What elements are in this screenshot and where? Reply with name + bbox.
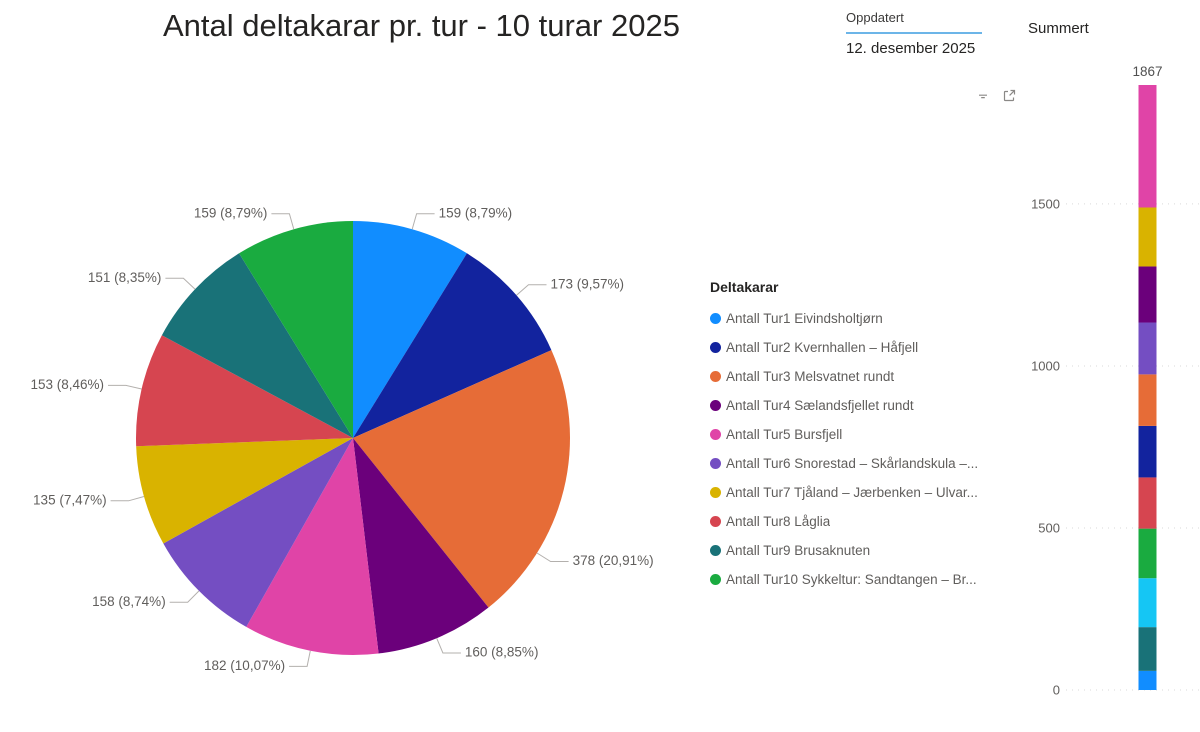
bar-segment-8[interactable] bbox=[1138, 322, 1157, 375]
legend-item-tur9[interactable]: Antall Tur9 Brusaknuten bbox=[710, 536, 1020, 565]
label-leader-line bbox=[108, 384, 142, 390]
pie-slice-tur6[interactable] bbox=[163, 438, 353, 627]
legend-item-label: Antall Tur8 Låglia bbox=[726, 514, 831, 529]
bar-segment-1[interactable] bbox=[1138, 670, 1157, 690]
focus-mode-icon[interactable] bbox=[1001, 88, 1017, 104]
bar-segment-3[interactable] bbox=[1138, 578, 1157, 628]
label-leader-line bbox=[436, 638, 461, 654]
legend-swatch bbox=[710, 487, 721, 498]
label-leader-line bbox=[169, 590, 200, 603]
bar-chart-title: Summert bbox=[1028, 20, 1089, 37]
pie-slice-tur7[interactable] bbox=[136, 438, 353, 544]
bar-segment-10[interactable] bbox=[1138, 207, 1157, 267]
pie-slice-tur1[interactable] bbox=[353, 221, 467, 438]
legend-item-label: Antall Tur7 Tjåland – Jærbenken – Ulvar.… bbox=[726, 485, 978, 500]
pie-data-label: 160 (8,85%) bbox=[465, 645, 539, 660]
bar-segment-4[interactable] bbox=[1138, 528, 1157, 579]
legend-swatch bbox=[710, 371, 721, 382]
pie-slice-tur8[interactable] bbox=[136, 335, 353, 447]
pie-data-label: 173 (9,57%) bbox=[551, 276, 625, 291]
legend-title: Deltakarar bbox=[710, 279, 779, 295]
pie-slice-tur4[interactable] bbox=[353, 438, 489, 654]
legend-item-label: Antall Tur1 Eivindsholtjørn bbox=[726, 311, 883, 326]
label-leader-line bbox=[110, 496, 145, 502]
label-leader-line bbox=[165, 277, 196, 290]
legend-item-label: Antall Tur3 Melsvatnet rundt bbox=[726, 369, 895, 384]
legend-item-label: Antall Tur2 Kvernhallen – Håfjell bbox=[726, 340, 919, 355]
label-leader-line bbox=[271, 213, 295, 230]
pie-data-label: 159 (8,79%) bbox=[439, 205, 513, 220]
bar-segment-2[interactable] bbox=[1138, 627, 1157, 671]
bar-segment-6[interactable] bbox=[1138, 425, 1157, 478]
legend-swatch bbox=[710, 458, 721, 469]
legend-item-tur5[interactable]: Antall Tur5 Bursfjell bbox=[710, 420, 1020, 449]
filter-icon[interactable] bbox=[975, 88, 991, 104]
pie-slice-tur9[interactable] bbox=[161, 253, 353, 438]
updated-card-value: 12. desember 2025 bbox=[846, 40, 976, 57]
pie-data-label: 151 (8,35%) bbox=[88, 270, 162, 285]
pie-slice-tur2[interactable] bbox=[353, 253, 552, 438]
legend-swatch bbox=[710, 516, 721, 527]
pie-legend: Deltakarar Antall Tur1 Eivindsholtjørn An… bbox=[710, 279, 1020, 594]
pie-data-label: 135 (7,47%) bbox=[33, 492, 107, 507]
legend-item-label: Antall Tur4 Sælandsfjellet rundt bbox=[726, 398, 914, 413]
legend-item-tur3[interactable]: Antall Tur3 Melsvatnet rundt bbox=[710, 362, 1020, 391]
pie-data-label: 378 (20,91%) bbox=[573, 553, 654, 568]
legend-item-tur4[interactable]: Antall Tur4 Sælandsfjellet rundt bbox=[710, 391, 1020, 420]
label-leader-line bbox=[516, 284, 547, 296]
label-leader-line bbox=[289, 650, 311, 667]
bar-segment-7[interactable] bbox=[1138, 374, 1157, 426]
legend-item-label: Antall Tur5 Bursfjell bbox=[726, 427, 843, 442]
legend-swatch bbox=[710, 545, 721, 556]
legend-item-tur6[interactable]: Antall Tur6 Snorestad – Skårlandskula –.… bbox=[710, 449, 1020, 478]
legend-item-label: Antall Tur10 Sykkeltur: Sandtangen – Br.… bbox=[726, 572, 977, 587]
legend-swatch bbox=[710, 313, 721, 324]
pie-data-label: 159 (8,79%) bbox=[194, 205, 268, 220]
bar-segment-5[interactable] bbox=[1138, 477, 1157, 529]
label-leader-line bbox=[536, 552, 569, 562]
legend-swatch bbox=[710, 574, 721, 585]
legend-item-tur8[interactable]: Antall Tur8 Låglia bbox=[710, 507, 1020, 536]
legend-item-tur2[interactable]: Antall Tur2 Kvernhallen – Håfjell bbox=[710, 333, 1020, 362]
pie-data-label: 182 (10,07%) bbox=[204, 658, 285, 673]
pie-slice-tur10[interactable] bbox=[239, 221, 353, 438]
page-title: Antal deltakarar pr. tur - 10 turar 2025 bbox=[163, 8, 680, 43]
legend-swatch bbox=[710, 400, 721, 411]
pie-slice-tur5[interactable] bbox=[246, 438, 379, 656]
legend-item-tur10[interactable]: Antall Tur10 Sykkeltur: Sandtangen – Br.… bbox=[710, 565, 1020, 594]
label-leader-line bbox=[411, 213, 435, 230]
pie-slice-tur3[interactable] bbox=[353, 350, 570, 608]
legend-item-tur1[interactable]: Antall Tur1 Eivindsholtjørn bbox=[710, 304, 1020, 333]
legend-swatch bbox=[710, 429, 721, 440]
pie-data-label: 158 (8,74%) bbox=[92, 594, 166, 609]
updated-card-underline bbox=[846, 32, 982, 34]
pie-data-label: 153 (8,46%) bbox=[30, 377, 104, 392]
bar-segment-11[interactable] bbox=[1138, 85, 1157, 208]
legend-swatch bbox=[710, 342, 721, 353]
legend-item-label: Antall Tur9 Brusaknuten bbox=[726, 543, 871, 558]
legend-item-label: Antall Tur6 Snorestad – Skårlandskula –.… bbox=[726, 456, 979, 471]
bar-segment-9[interactable] bbox=[1138, 266, 1157, 323]
updated-card: Oppdatert 12. desember 2025 bbox=[846, 10, 1006, 57]
visual-header-toolbar bbox=[975, 88, 1017, 104]
updated-card-label: Oppdatert bbox=[846, 10, 904, 25]
legend-item-tur7[interactable]: Antall Tur7 Tjåland – Jærbenken – Ulvar.… bbox=[710, 478, 1020, 507]
